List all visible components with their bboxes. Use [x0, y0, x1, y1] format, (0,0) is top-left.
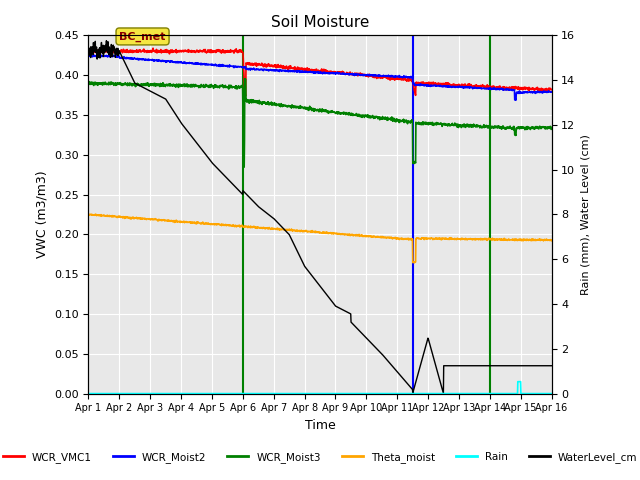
- Text: BC_met: BC_met: [120, 31, 166, 42]
- Legend: WCR_VMC1, WCR_Moist2, WCR_Moist3, Theta_moist, Rain, WaterLevel_cm: WCR_VMC1, WCR_Moist2, WCR_Moist3, Theta_…: [0, 448, 640, 467]
- Y-axis label: Rain (mm), Water Level (cm): Rain (mm), Water Level (cm): [581, 134, 591, 295]
- Title: Soil Moisture: Soil Moisture: [271, 15, 369, 30]
- Y-axis label: VWC (m3/m3): VWC (m3/m3): [35, 171, 49, 258]
- X-axis label: Time: Time: [305, 419, 335, 432]
